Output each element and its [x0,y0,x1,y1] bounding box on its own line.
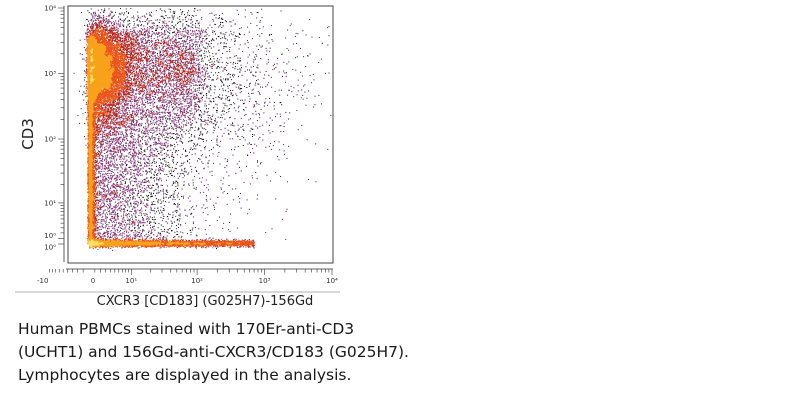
event-point [118,28,119,29]
event-point [119,115,120,116]
event-point [122,105,123,106]
event-point [116,124,117,125]
event-point [125,97,126,98]
event-point [96,18,97,19]
event-point [126,11,127,12]
event-point [109,107,110,108]
event-point [103,107,104,108]
event-point [140,62,141,63]
event-point [129,110,130,111]
event-point [120,14,121,15]
event-point [118,21,119,22]
event-point [113,21,114,22]
event-point [118,100,119,101]
event-point [150,67,151,68]
event-point [122,20,123,21]
event-point [124,107,125,108]
event-point [131,97,132,98]
event-point [113,104,114,105]
event-point [86,34,87,35]
event-point [94,14,95,15]
event-point [144,38,145,39]
event-point [122,13,123,14]
event-point [92,16,93,17]
event-point [119,102,120,103]
event-point [149,71,150,72]
event-point [127,78,128,79]
event-point [121,31,122,32]
event-point [93,12,94,13]
event-point [109,25,110,26]
flow-cytometry-plot: -10 0 10¹ 10² 10³ 10⁴ 10⁰ 10⁰ 10¹ 10² 10³ 10⁴ CXCR… [0,0,360,310]
